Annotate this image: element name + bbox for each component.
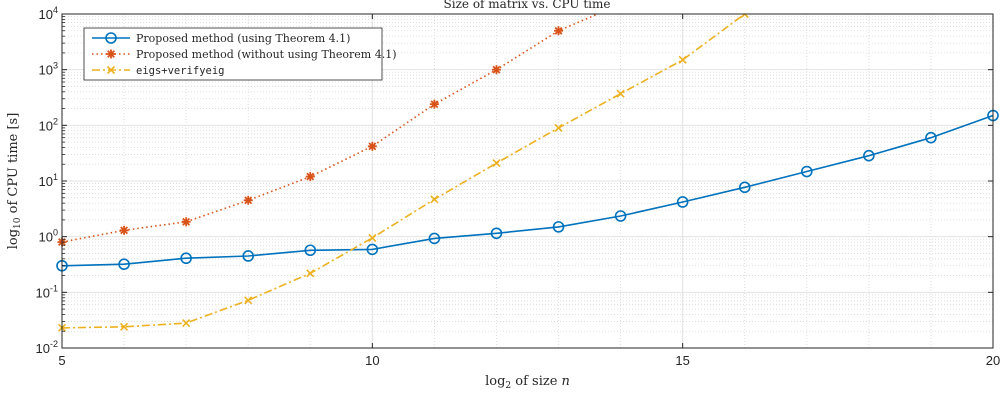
- svg-text:log10 of CPU time [s]: log10 of CPU time [s]: [6, 113, 23, 250]
- data-point: [429, 99, 439, 109]
- data-point: [554, 26, 564, 36]
- data-point: [305, 172, 315, 182]
- data-point: [119, 225, 129, 235]
- data-point: [180, 252, 192, 265]
- grid: [61, 13, 994, 349]
- x-axis-label: log2 of size n: [485, 374, 570, 391]
- data-point: [182, 319, 191, 328]
- x-tick-label: 5: [58, 353, 65, 368]
- series-line: [61, 114, 994, 267]
- legend-label: Proposed method (using Theorem 4.1): [136, 32, 350, 45]
- y-axis-label: log10 of CPU time [s]: [6, 113, 23, 250]
- data-point: [678, 55, 687, 64]
- data-point: [491, 65, 501, 75]
- legend-box: [83, 27, 383, 81]
- legend-item: Proposed method (using Theorem 4.1): [92, 32, 350, 45]
- data-point: [118, 258, 130, 271]
- y-tick-label: 102: [39, 116, 58, 133]
- data-point: [925, 131, 937, 144]
- data-point: [676, 196, 689, 208]
- legend-item: eigs+verifyeig: [92, 65, 225, 77]
- legend-marker: [106, 65, 116, 75]
- data-point: [120, 322, 129, 331]
- data-point: [863, 149, 875, 162]
- data-point: [430, 195, 439, 204]
- data-point: [740, 14, 749, 19]
- y-tick-label: 10-2: [36, 339, 58, 356]
- legend-label: Proposed method (without using Theorem 4…: [136, 48, 397, 61]
- data-point: [492, 158, 501, 168]
- data-point: [366, 243, 379, 256]
- data-point: [242, 250, 254, 262]
- data-point: [614, 210, 627, 222]
- series-line: [61, 14, 600, 243]
- data-point: [368, 233, 377, 242]
- data-point: [306, 269, 315, 278]
- y-tick-label: 104: [39, 5, 58, 22]
- data-point: [616, 89, 625, 98]
- legend-marker: [106, 49, 116, 59]
- data-point: [428, 232, 441, 245]
- series-layer: [56, 14, 999, 332]
- x-tick-label: 20: [986, 353, 1000, 368]
- data-point: [243, 195, 253, 205]
- data-point: [181, 217, 191, 227]
- data-point: [554, 123, 563, 132]
- legend-marker: [105, 32, 117, 44]
- data-point: [800, 165, 813, 178]
- series-1: [56, 109, 999, 272]
- x-tick-label: 10: [365, 353, 379, 368]
- data-point: [738, 181, 751, 194]
- legend-item: Proposed method (without using Theorem 4…: [92, 48, 397, 61]
- y-tick-label: 103: [39, 61, 58, 78]
- y-tick-label: 101: [39, 172, 58, 189]
- data-point: [304, 244, 317, 257]
- legend-label: eigs+verifyeig: [136, 65, 225, 77]
- data-point: [367, 141, 377, 151]
- data-point: [552, 221, 565, 233]
- y-tick-label: 10-1: [36, 283, 58, 300]
- legend: Proposed method (using Theorem 4.1) Propo…: [83, 27, 397, 81]
- y-tick-label: 100: [39, 228, 58, 245]
- series-3: [57, 14, 749, 332]
- ticks: 5 10 15 20 10-2 10-1 100 101 102 103 104: [36, 5, 1001, 368]
- series-line: [61, 14, 746, 329]
- data-point: [244, 296, 253, 305]
- chart-title: Size of matrix vs. CPU time: [444, 0, 611, 11]
- x-tick-label: 15: [675, 353, 689, 368]
- svg-text:log2 of size n: log2 of size n: [485, 374, 570, 391]
- data-point: [490, 227, 503, 240]
